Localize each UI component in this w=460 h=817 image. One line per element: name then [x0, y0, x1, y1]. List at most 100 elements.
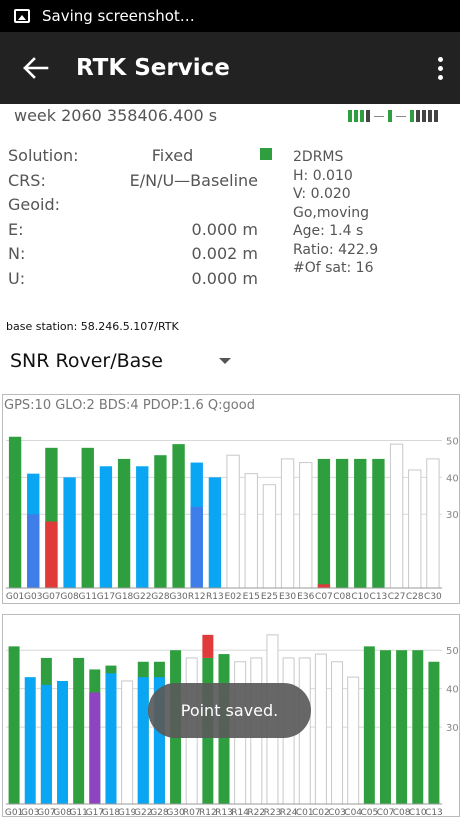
accuracy-line: 2DRMS — [293, 149, 344, 165]
solution-panel: Solution: Fixed CRS: E/N/U—Baseline Geoi… — [8, 144, 264, 291]
satellite-label: G07 — [42, 592, 60, 602]
snr-bar — [81, 447, 94, 588]
snr-bar — [63, 477, 76, 588]
snr-chart-rover: 30 40 50 G01 G03 G07 G08 G11 G17 G18 G22 G28 G30 R12 R… — [2, 394, 460, 604]
base-station-label: base station: 58.246.5.107/RTK — [6, 320, 179, 333]
y-tick-label: 30 — [446, 510, 459, 521]
satellite-label: G22 — [134, 808, 152, 817]
snr-bar — [154, 455, 167, 588]
satellite-label: G01 — [5, 808, 23, 817]
e-value: 0.000 m — [191, 219, 258, 239]
snr-bar — [8, 646, 20, 804]
y-tick-label: 50 — [446, 436, 459, 447]
satellite-label: R24 — [280, 808, 298, 817]
snr-bar — [408, 469, 422, 589]
geoid-row: Geoid: — [8, 193, 264, 218]
snr-bar — [73, 657, 85, 804]
satellite-label: R07 — [183, 808, 201, 817]
snr-bar — [363, 646, 375, 804]
u-value: 0.000 m — [191, 268, 258, 288]
accuracy-line: V: 0.020 — [293, 186, 351, 202]
snr-bar — [117, 458, 131, 588]
snr-bar — [57, 680, 69, 804]
satellite-label: C05 — [360, 808, 378, 817]
satellite-label: G19 — [118, 808, 137, 817]
snr-bar — [372, 458, 385, 588]
satellite-label: C10 — [409, 808, 427, 817]
satellite-label: E36 — [297, 592, 314, 602]
satellite-summary: GPS:10 GLO:2 BDS:4 PDOP:1.6 Q:good — [4, 398, 255, 413]
snr-bar — [8, 436, 22, 588]
snr-bar — [262, 484, 277, 589]
satellite-label: E15 — [243, 592, 260, 602]
geoid-label: Geoid: — [8, 195, 61, 214]
satellite-label: R12 — [188, 592, 206, 602]
snr-bar — [208, 477, 222, 588]
snr-bar — [24, 677, 36, 804]
snr-bar — [331, 661, 344, 805]
satellite-label: G18 — [102, 808, 121, 817]
n-label: N: — [8, 244, 26, 263]
snr-bar — [244, 473, 258, 589]
satellite-label: G22 — [133, 592, 151, 602]
toast-message: Point saved. — [148, 683, 311, 738]
satellite-label: C08 — [333, 592, 351, 602]
u-row: U: 0.000 m — [8, 267, 264, 292]
satellite-label: R13 — [215, 808, 233, 817]
satellite-label: R13 — [206, 592, 224, 602]
snr-bar — [412, 650, 424, 804]
satellite-label: E30 — [279, 592, 296, 602]
satellite-label: C04 — [344, 808, 362, 817]
crs-value: E/N/U—Baseline — [129, 170, 258, 190]
snr-bar-overlay — [317, 584, 331, 588]
accuracy-panel: 2DRMS H: 0.010 V: 0.020 Go,moving Age: 1… — [293, 148, 378, 278]
snr-bar — [136, 466, 149, 588]
y-tick-label: 40 — [446, 685, 459, 696]
snr-bar-overlay — [202, 634, 214, 658]
satellite-label: R23 — [264, 808, 282, 817]
y-tick-label: 30 — [446, 723, 459, 734]
snr-bar-overlay — [27, 514, 40, 588]
satellite-label: G11 — [69, 808, 87, 817]
accuracy-line: Ratio: 422.9 — [293, 241, 379, 258]
crs-label: CRS: — [8, 170, 46, 190]
satellite-label: G11 — [79, 592, 97, 602]
snr-bar — [389, 443, 404, 589]
satellite-label: G08 — [53, 808, 72, 817]
snr-bar — [280, 458, 295, 589]
satellite-label: C27 — [388, 592, 406, 602]
satellite-label: G03 — [21, 808, 39, 817]
dropdown-caret-icon — [218, 358, 231, 364]
snr-mode-label: SNR Rover/Base — [10, 350, 163, 372]
e-label: E: — [8, 219, 24, 239]
solution-value: Fixed — [151, 146, 194, 165]
n-row: N: 0.002 m — [8, 242, 264, 267]
snr-bar — [396, 650, 408, 804]
back-arrow-icon[interactable] — [0, 32, 72, 104]
n-value: 0.002 m — [191, 244, 258, 263]
accuracy-line: H: 0.010 — [293, 167, 353, 184]
snr-bar-overlay — [137, 677, 149, 804]
satellite-label: R22 — [247, 808, 265, 817]
gps-week-time: week 2060 358406.400 s — [14, 106, 218, 125]
satellite-label: G01 — [6, 592, 24, 602]
satellite-label: G07 — [37, 808, 55, 817]
satellite-label: C30 — [424, 592, 442, 602]
satellite-label: C07 — [315, 592, 333, 602]
satellite-label: C28 — [406, 592, 424, 602]
snr-bar-overlay — [190, 506, 203, 588]
snr-bar — [428, 661, 440, 804]
satellite-label: C13 — [425, 808, 443, 817]
snr-mode-dropdown[interactable]: SNR Rover/Base — [10, 350, 231, 372]
satellite-label: G28 — [151, 592, 170, 602]
satellite-label: E02 — [225, 592, 242, 602]
satellite-label: C07 — [377, 808, 395, 817]
satellite-label: G17 — [86, 808, 104, 817]
status-text: Saving screenshot… — [42, 7, 195, 25]
satellite-label: R12 — [199, 808, 217, 817]
snr-bar — [226, 454, 240, 589]
y-tick-label: 40 — [446, 473, 459, 484]
fix-status-indicator — [260, 148, 272, 160]
snr-bar — [354, 458, 367, 588]
overflow-menu-icon[interactable] — [420, 32, 460, 104]
